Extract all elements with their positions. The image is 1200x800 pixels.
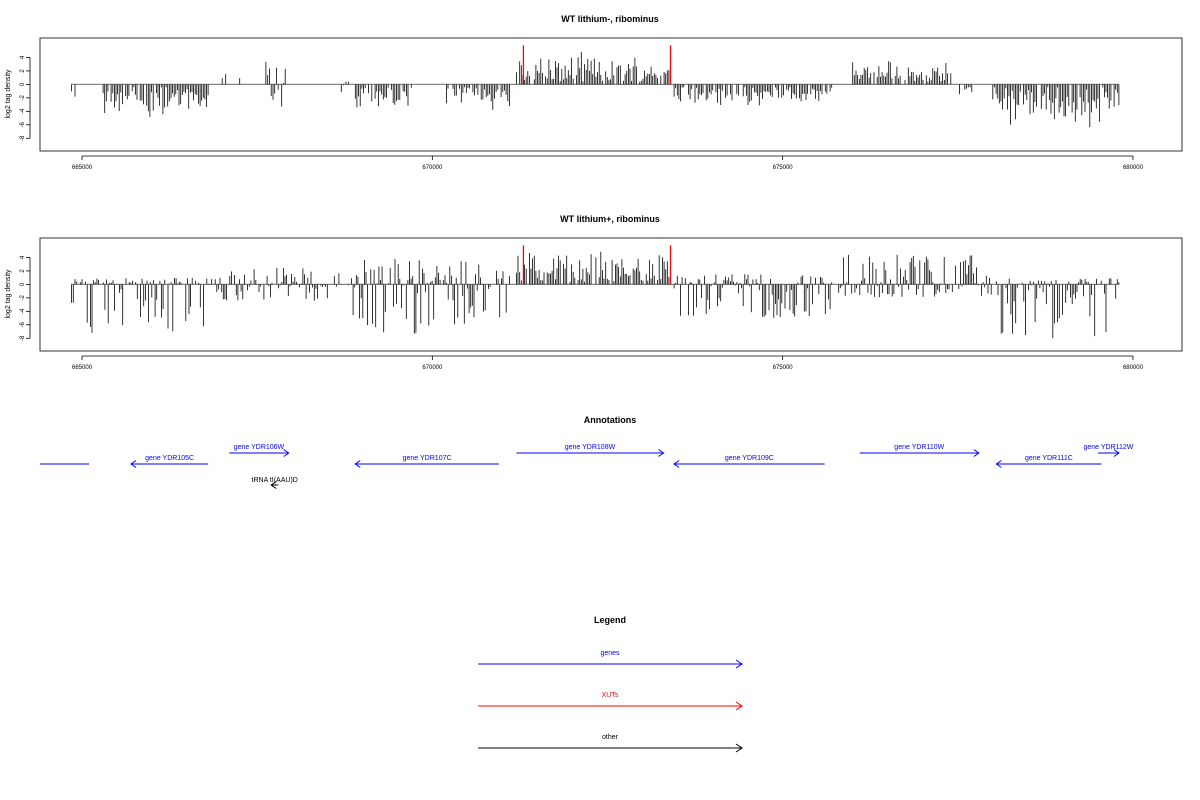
axes-group: 4 2 0 -2 -4 -6 -8 665000 670000 675000 680000 (20, 55, 1144, 171)
legend-panel: Legend genes XUTs other (478, 615, 743, 753)
gene-feature: gene YDR111C (995, 455, 1102, 468)
x-tick-label: 670000 (422, 365, 443, 371)
panel-title: WT lithium-, ribominus (561, 14, 659, 24)
y-tick-label: -4 (20, 108, 26, 114)
feature-arrowhead (270, 481, 277, 489)
legend-label: genes (600, 650, 620, 657)
gene-feature: gene YDR105C (130, 455, 209, 468)
feature-arrowhead (973, 449, 980, 457)
annotations-panel: Annotations gene YDR105C gene YDR106W tRNA… (40, 415, 1134, 489)
annotations-title: Annotations (584, 415, 637, 425)
gene-feature: gene YDR107C (354, 455, 499, 468)
y-tick-label: 2 (20, 69, 26, 73)
legend-arrowhead (735, 659, 743, 669)
gene-feature: gene YDR110W (859, 444, 980, 457)
y-tick-label: -6 (20, 321, 26, 327)
annotation-features: gene YDR105C gene YDR106W tRNA tI(AAU)D gen… (40, 444, 1134, 489)
panel-title: WT lithium+, ribominus (560, 214, 660, 224)
feature-label: gene YDR105C (145, 455, 194, 462)
bars-group (71, 45, 1120, 128)
feature-label: gene YDR108W (565, 444, 616, 451)
y-tick-label: 4 (20, 55, 26, 59)
x-tick-label: 675000 (773, 165, 794, 171)
feature-arrowhead (283, 449, 290, 457)
x-tick-label: 665000 (72, 365, 93, 371)
feature-arrowhead (658, 449, 665, 457)
y-tick-label: 4 (20, 255, 26, 259)
x-tick-label: 665000 (72, 165, 93, 171)
gene-feature: gene YDR108W (516, 444, 665, 457)
feature-label: gene YDR112W (1083, 444, 1133, 451)
legend-item: XUTs (478, 692, 743, 711)
y-tick-label: -2 (20, 295, 26, 301)
legend-item: genes (478, 650, 743, 669)
y-axis-label: log2 tag density (5, 69, 12, 119)
y-axis-label: log2 tag density (5, 269, 12, 319)
legend-label: XUTs (602, 692, 619, 699)
feature-arrowhead (673, 460, 680, 468)
track-panel-lithium-plus: WT lithium+, ribominus log2 tag density … (5, 214, 1183, 371)
track-panel-lithium-minus: WT lithium-, ribominus log2 tag density … (5, 14, 1183, 171)
other-feature: tRNA tI(AAU)D (252, 477, 298, 489)
x-tick-label: 680000 (1123, 365, 1144, 371)
feature-arrowhead (354, 460, 361, 468)
feature-label: gene YDR109C (725, 455, 774, 462)
feature-arrowhead (1113, 449, 1120, 457)
legend-item: other (478, 734, 743, 753)
gene-feature: gene YDR109C (673, 455, 825, 468)
axes-group: 4 2 0 -2 -4 -6 -8 665000 670000 675000 680000 (20, 255, 1144, 371)
feature-label: tRNA tI(AAU)D (252, 477, 298, 484)
feature-arrowhead (130, 460, 137, 468)
y-tick-label: 0 (20, 282, 26, 286)
bars-group (71, 245, 1120, 339)
x-tick-label: 675000 (773, 365, 794, 371)
y-tick-label: 0 (20, 82, 26, 86)
x-tick-label: 670000 (422, 165, 443, 171)
y-tick-label: -2 (20, 95, 26, 101)
legend-label: other (602, 734, 619, 741)
plot-frame (39, 37, 1183, 152)
gene-feature: gene YDR112W (1083, 444, 1134, 457)
legend-title: Legend (594, 615, 626, 625)
legend-arrowhead (735, 743, 743, 753)
feature-label: gene YDR111C (1025, 455, 1073, 462)
y-tick-label: -6 (20, 121, 26, 127)
feature-arrowhead (995, 460, 1002, 468)
y-tick-label: -4 (20, 308, 26, 314)
y-tick-label: 2 (20, 269, 26, 273)
y-tick-label: -8 (20, 135, 26, 141)
plot-frame (39, 237, 1183, 352)
legend-arrowhead (735, 701, 743, 711)
gene-feature: gene YDR106W (229, 444, 290, 457)
legend-items: genes XUTs other (478, 650, 743, 753)
feature-label: gene YDR107C (403, 455, 452, 462)
feature-label: gene YDR110W (894, 444, 944, 451)
feature-label: gene YDR106W (234, 444, 285, 451)
x-tick-label: 680000 (1123, 165, 1144, 171)
y-tick-label: -8 (20, 335, 26, 341)
